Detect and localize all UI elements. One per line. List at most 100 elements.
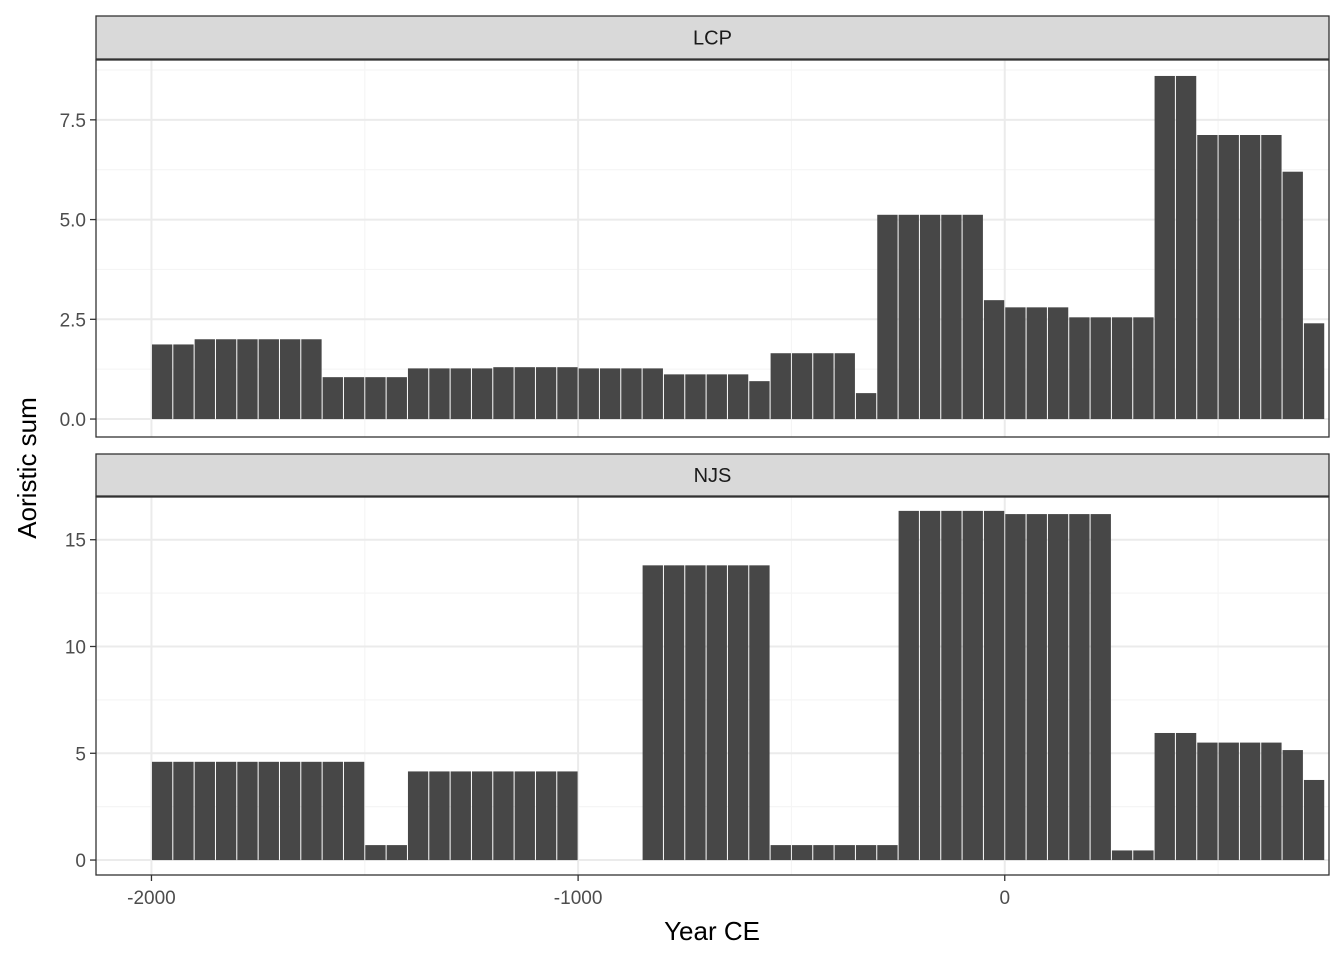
- bar: [1175, 732, 1197, 861]
- bar: [237, 339, 258, 420]
- bar: [215, 339, 237, 420]
- bar: [813, 845, 834, 861]
- bar: [493, 367, 514, 420]
- bar: [1133, 317, 1154, 420]
- facet-panels: LCP 0.0 2.5 5.0 7.5 NJS 0 5 10 15: [60, 15, 1330, 876]
- bar: [1111, 317, 1133, 420]
- bar: [301, 339, 322, 420]
- y-tick-label: 5.0: [60, 211, 86, 232]
- bar: [962, 214, 983, 420]
- bar: [151, 761, 173, 861]
- bar: [813, 353, 834, 420]
- bar: [322, 377, 343, 420]
- bar: [749, 381, 770, 420]
- panel-lcp: LCP 0.0 2.5 5.0 7.5: [60, 15, 1330, 438]
- bar: [237, 761, 258, 861]
- bar: [983, 510, 1005, 861]
- bar: [450, 368, 471, 420]
- bar: [1069, 317, 1090, 420]
- bar: [1154, 75, 1175, 420]
- bar: [258, 761, 279, 861]
- bar: [706, 374, 727, 420]
- bar: [621, 368, 642, 420]
- bar: [173, 761, 194, 861]
- bar: [898, 510, 919, 861]
- bar: [919, 214, 941, 420]
- bar: [791, 353, 813, 420]
- bar: [770, 845, 791, 861]
- bar: [514, 367, 535, 420]
- bar: [685, 565, 706, 861]
- bar: [429, 368, 450, 420]
- bar: [578, 368, 599, 420]
- bar: [791, 845, 813, 861]
- y-tick-label: 15: [65, 531, 86, 552]
- bar: [877, 214, 898, 420]
- bar: [1090, 514, 1111, 861]
- bar: [1005, 307, 1026, 420]
- y-tick-label: 0: [75, 851, 86, 872]
- bar: [1047, 307, 1069, 420]
- x-tick-label: 0: [999, 888, 1010, 909]
- bar: [343, 377, 365, 420]
- bar: [1239, 135, 1261, 420]
- y-axis-title: Aoristic sum: [12, 397, 42, 539]
- bar: [194, 339, 215, 420]
- y-tick-label: 5: [75, 744, 86, 765]
- bar: [151, 344, 173, 420]
- bar: [919, 510, 941, 861]
- x-tick-label: -1000: [554, 888, 603, 909]
- bar: [194, 761, 215, 861]
- bar: [599, 368, 621, 420]
- bar: [1197, 135, 1218, 420]
- bar: [471, 368, 493, 420]
- bar: [471, 771, 493, 861]
- bar: [770, 353, 791, 420]
- bar: [450, 771, 471, 861]
- bar: [535, 771, 557, 861]
- bar: [1090, 317, 1111, 420]
- bar: [1218, 135, 1239, 420]
- bar: [962, 510, 983, 861]
- y-tick-label: 2.5: [60, 310, 86, 331]
- bar: [386, 377, 407, 420]
- bar: [557, 367, 578, 420]
- y-tick-label: 0.0: [60, 410, 86, 431]
- bar: [706, 565, 727, 861]
- bar: [365, 377, 386, 420]
- bar: [1111, 850, 1133, 861]
- bar: [1303, 779, 1325, 861]
- panel-border: [95, 496, 1330, 876]
- bar: [301, 761, 322, 861]
- bar: [1303, 323, 1325, 420]
- bar: [1282, 750, 1303, 861]
- bar: [493, 771, 514, 861]
- bar: [855, 393, 877, 420]
- bar: [1154, 732, 1175, 861]
- facet-strip-label: LCP: [693, 28, 732, 50]
- bar: [215, 761, 237, 861]
- bar: [727, 565, 749, 861]
- bar: [514, 771, 535, 861]
- bar: [663, 374, 685, 420]
- bar: [407, 368, 429, 420]
- bar: [386, 845, 407, 861]
- bars-njs: [151, 510, 1325, 861]
- x-tick-label: -2000: [127, 888, 176, 909]
- bar: [642, 565, 663, 861]
- facet-strip-label: NJS: [694, 465, 732, 487]
- bar: [1197, 742, 1218, 861]
- bar: [365, 845, 386, 861]
- x-axis: -2000 -1000 0: [127, 875, 1010, 909]
- bar: [727, 374, 749, 420]
- bar: [429, 771, 450, 861]
- bar: [1026, 514, 1047, 861]
- bar: [1218, 742, 1239, 861]
- bar: [279, 761, 301, 861]
- panel-border: [95, 59, 1330, 438]
- bar: [1069, 514, 1090, 861]
- facet-strip: [95, 15, 1330, 60]
- bar: [1026, 307, 1047, 420]
- bar: [1261, 742, 1282, 861]
